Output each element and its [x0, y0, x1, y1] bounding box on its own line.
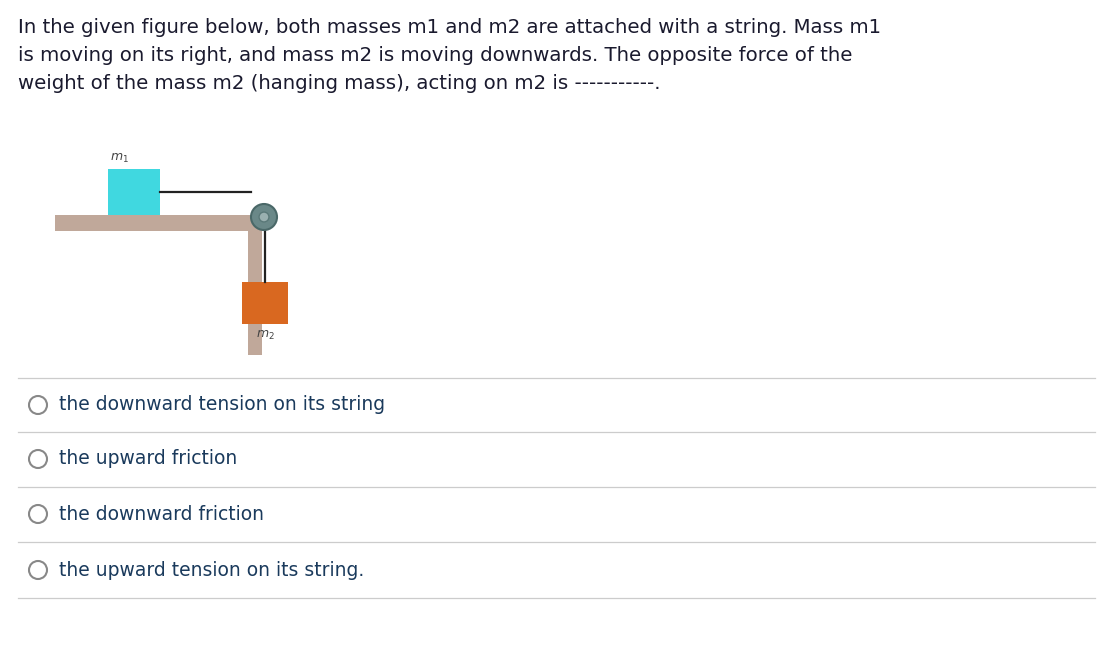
Circle shape: [259, 212, 269, 222]
Circle shape: [29, 450, 47, 468]
Bar: [248, 231, 262, 355]
Text: the upward friction: the upward friction: [59, 449, 237, 468]
Circle shape: [252, 204, 277, 230]
Text: $m_1$: $m_1$: [110, 152, 129, 165]
Bar: [55, 215, 262, 231]
Text: In the given figure below, both masses m1 and m2 are attached with a string. Mas: In the given figure below, both masses m…: [18, 18, 881, 93]
Text: the upward tension on its string.: the upward tension on its string.: [59, 561, 364, 580]
Bar: [242, 282, 288, 324]
Circle shape: [29, 396, 47, 414]
Bar: [108, 169, 160, 215]
Text: the downward friction: the downward friction: [59, 504, 264, 523]
Circle shape: [29, 561, 47, 579]
Text: the downward tension on its string: the downward tension on its string: [59, 396, 385, 415]
Circle shape: [29, 505, 47, 523]
Text: $m_2$: $m_2$: [256, 329, 275, 342]
